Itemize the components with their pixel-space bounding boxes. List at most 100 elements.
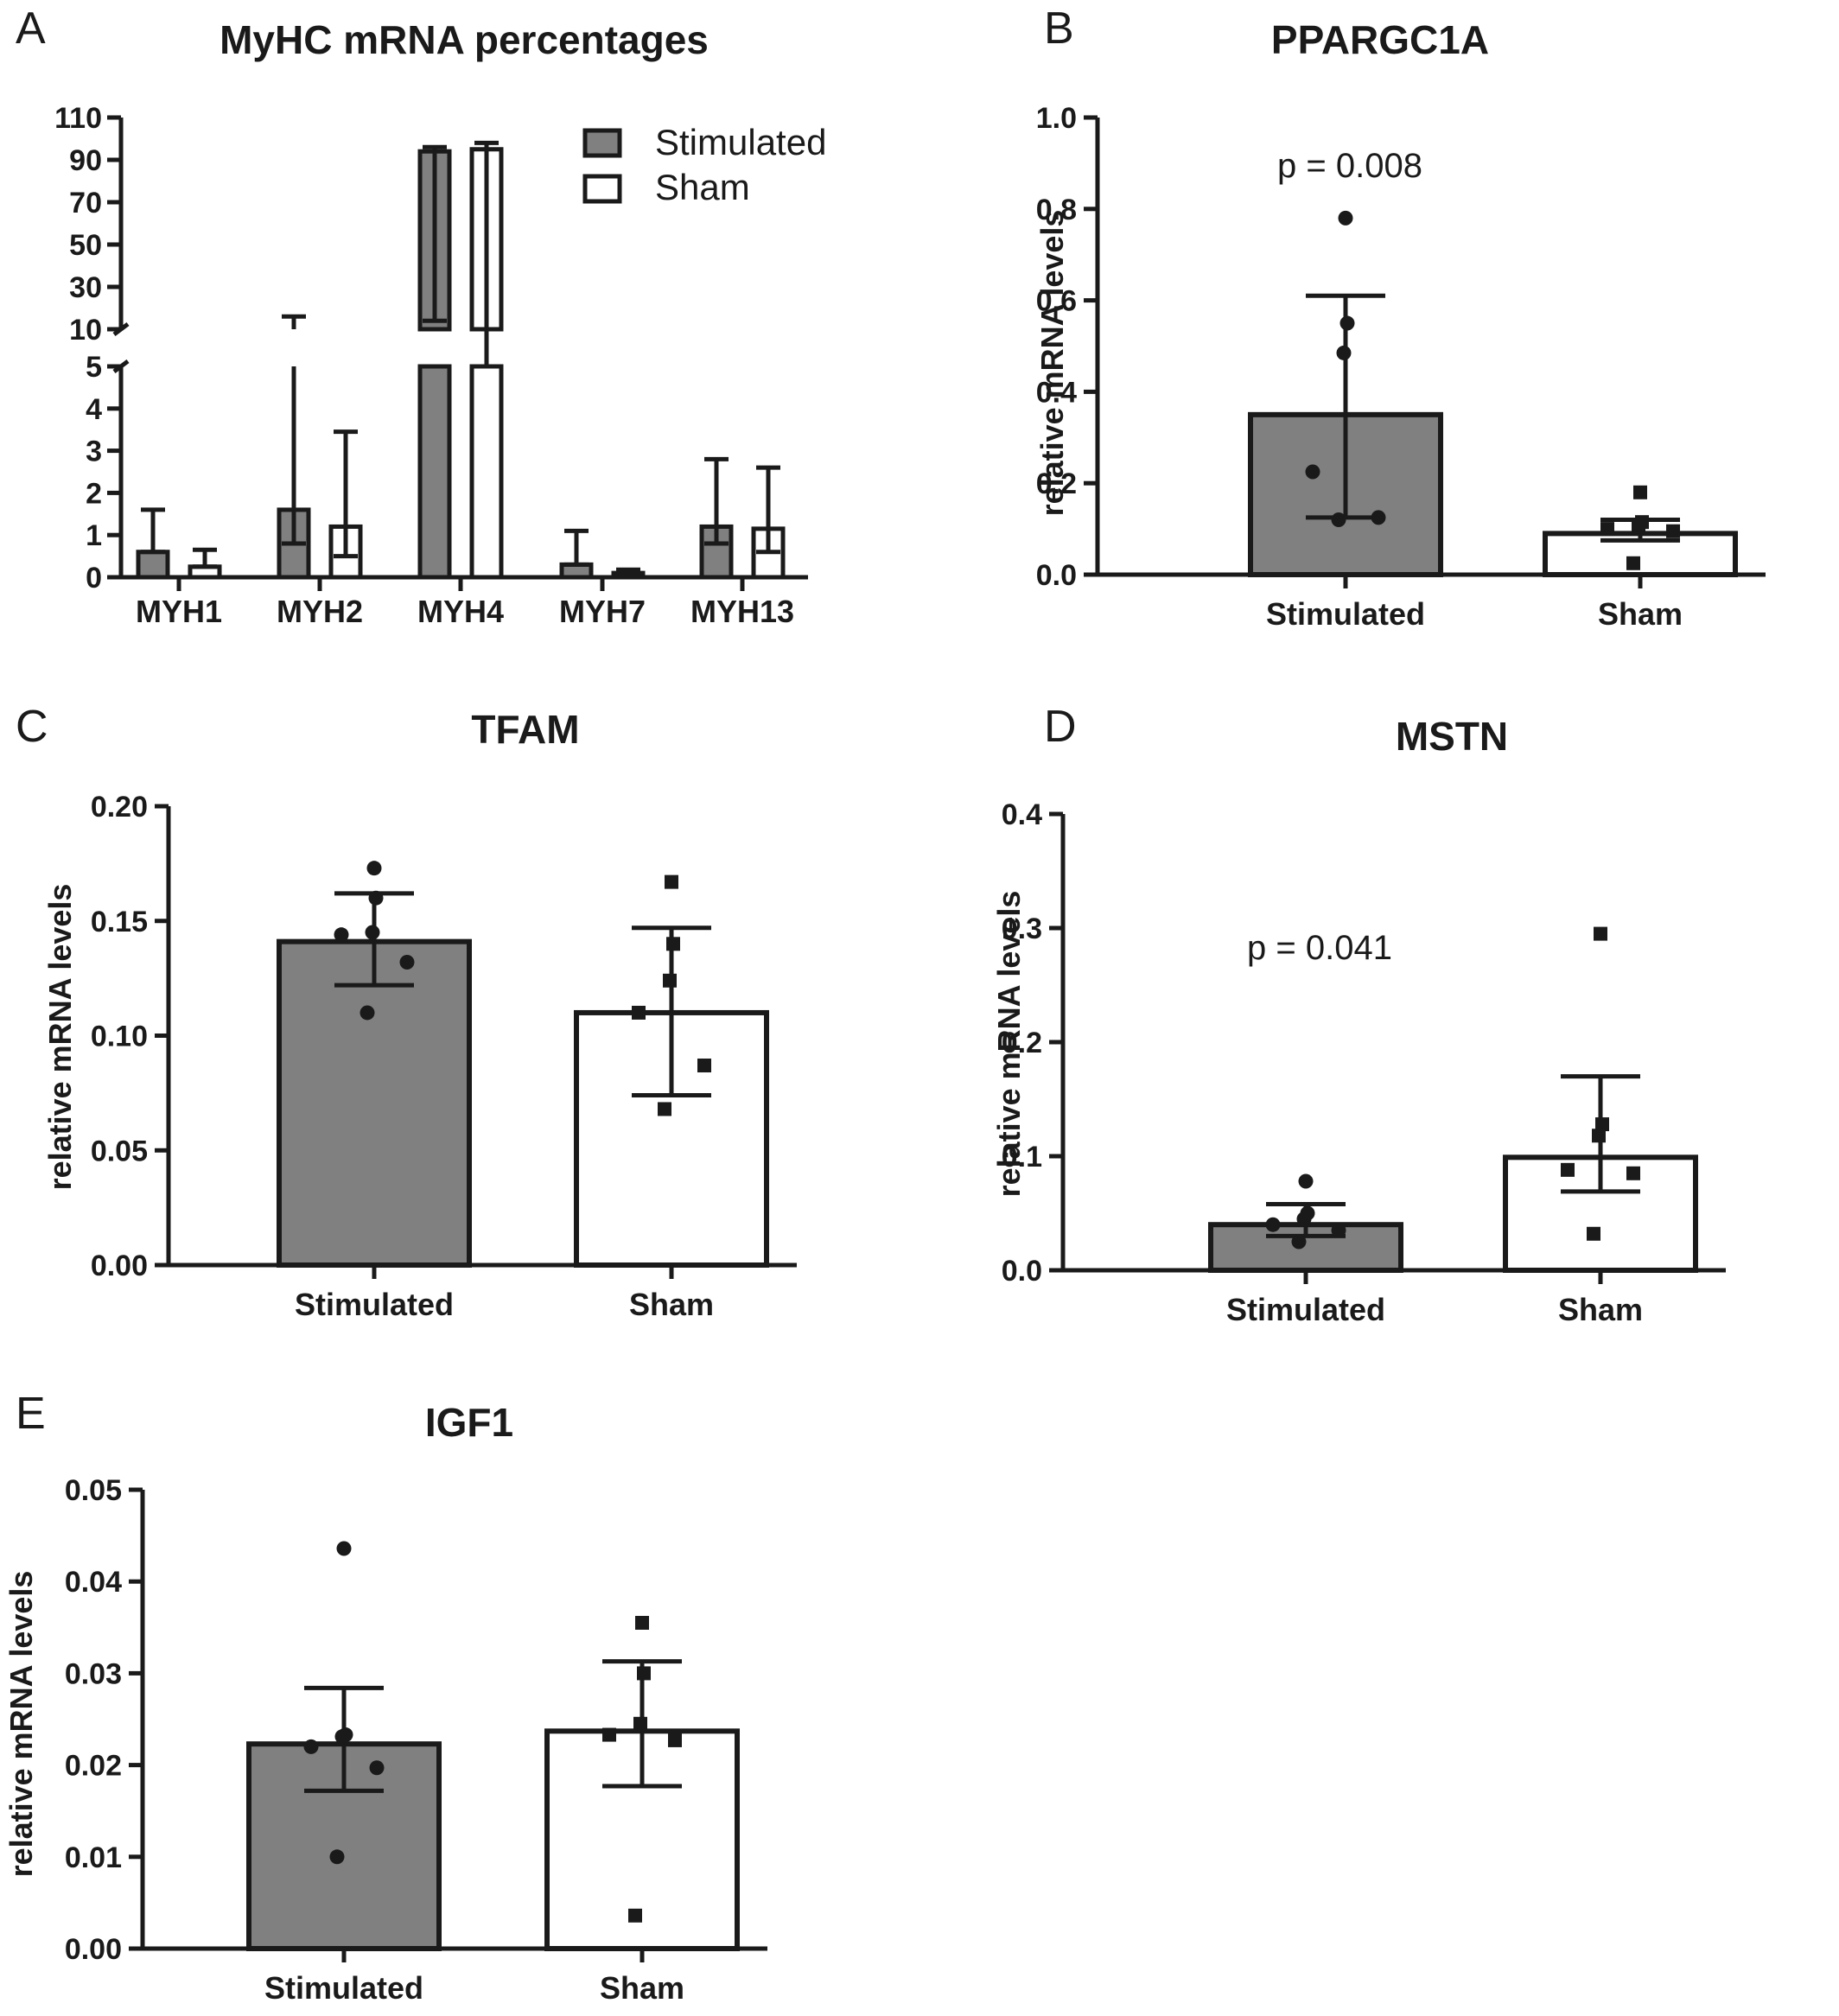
data-point	[1626, 556, 1640, 570]
data-point	[329, 1849, 345, 1865]
legend-label-sham: Sham	[655, 167, 750, 207]
x-category-label: Sham	[1558, 1292, 1643, 1327]
x-category-label: Stimulated	[1266, 596, 1425, 632]
data-point	[1296, 1212, 1312, 1227]
y-tick-label: 0.01	[65, 1841, 122, 1874]
data-point	[697, 1059, 711, 1073]
panel-letter-b: B	[1044, 3, 1074, 54]
panel-letter-c: C	[16, 702, 48, 752]
panel-a: A MyHC mRNA percentages 0 1 2 3 4 5 10 30 50 70 90…	[16, 3, 826, 629]
data-point	[1626, 1166, 1640, 1180]
y-tick-label: 0.3	[1002, 913, 1042, 945]
data-point	[1592, 1129, 1606, 1143]
data-point	[1338, 210, 1353, 226]
y-axis-title-d: relative mRNA levels	[991, 891, 1027, 1198]
data-point	[360, 1005, 375, 1021]
data-point	[632, 1005, 646, 1020]
data-point	[1371, 510, 1386, 525]
data-point	[334, 927, 349, 943]
y-tick-label: 50	[69, 229, 102, 262]
data-point	[1331, 1223, 1346, 1238]
plot-c: 0.00 0.05 0.10 0.15 0.20 Stimulated Sham	[91, 791, 797, 1322]
y-tick-label: 0.0	[1036, 559, 1077, 592]
y-tick-label: 0.2	[1036, 467, 1077, 500]
y-tick-label: 10	[69, 314, 102, 347]
data-point	[633, 1716, 647, 1731]
y-tick-label: 0.0	[1002, 1255, 1042, 1288]
bar	[277, 938, 472, 1269]
plot-d: 0.0 0.1 0.2 0.3 0.4 Stimulated Sham	[1002, 798, 1726, 1327]
panel-e: E IGF1 relative mRNA levels 0.00 0.01 0.02…	[3, 1389, 767, 2006]
p-value-b: p = 0.008	[1277, 147, 1422, 185]
data-point	[1594, 926, 1607, 941]
panel-letter-a: A	[16, 3, 46, 54]
y-tick-label: 1.0	[1036, 102, 1077, 135]
y-tick-label: 0.10	[91, 1021, 148, 1053]
x-category-label: MYH13	[690, 594, 794, 629]
y-tick-label: 0.1	[1002, 1141, 1042, 1173]
data-point	[1666, 524, 1680, 538]
x-category-label: MYH1	[136, 594, 222, 629]
data-point	[1336, 345, 1352, 360]
data-point	[1265, 1217, 1281, 1232]
data-point	[336, 1541, 352, 1556]
data-point	[1291, 1234, 1307, 1250]
data-point	[1600, 522, 1614, 537]
plot-b: 0.0 0.2 0.4 0.6 0.8 1.0 Stimulated Sham	[1036, 102, 1766, 632]
data-point	[369, 1760, 385, 1776]
chart-title-e: IGF1	[425, 1400, 513, 1445]
bar	[136, 550, 170, 580]
chart-title-d: MSTN	[1396, 714, 1508, 759]
data-point	[1561, 1162, 1575, 1177]
y-tick-label: 0.04	[65, 1566, 122, 1599]
legend-swatch-stimulated	[582, 128, 622, 158]
y-tick-label: 0.6	[1036, 285, 1077, 318]
data-point	[303, 1739, 319, 1754]
y-tick-label: 3	[86, 436, 102, 468]
x-category-label: Sham	[1598, 596, 1683, 632]
legend-a: Stimulated Sham	[582, 122, 826, 207]
chart-title-b: PPARGC1A	[1271, 17, 1489, 62]
x-category-label: Stimulated	[295, 1287, 454, 1322]
y-tick-label: 30	[69, 271, 102, 304]
bars-a	[136, 140, 786, 580]
y-tick-label: 0.02	[65, 1750, 122, 1783]
x-category-label: MYH7	[559, 594, 646, 629]
y-tick-label: 0.20	[91, 791, 148, 824]
y-tick-label: 0.2	[1002, 1027, 1042, 1059]
x-category-label: Stimulated	[264, 1970, 423, 2006]
data-point	[1298, 1173, 1314, 1189]
data-point	[365, 925, 380, 940]
data-point	[602, 1727, 616, 1742]
data-point	[666, 937, 680, 951]
data-point	[665, 874, 678, 889]
bar	[469, 364, 504, 580]
data-point	[1339, 315, 1355, 331]
y-tick-label: 0.15	[91, 906, 148, 938]
x-category-label: MYH2	[277, 594, 363, 629]
p-value-d: p = 0.041	[1247, 929, 1392, 967]
y-tick-label: 0.05	[65, 1474, 122, 1507]
data-point	[658, 1102, 671, 1116]
panel-c: C TFAM relative mRNA levels 0.00 0.05 0.10…	[16, 702, 797, 1322]
data-point	[1331, 512, 1346, 528]
plot-e: 0.00 0.01 0.02 0.03 0.04 0.05 Stimulated Sham	[65, 1474, 767, 2006]
y-axis-title-b: relative mRNA levels	[1034, 210, 1070, 517]
y-tick-label: 0.05	[91, 1135, 148, 1167]
x-category-label: Stimulated	[1226, 1292, 1385, 1327]
y-tick-label: 0.8	[1036, 194, 1077, 226]
data-point	[668, 1733, 682, 1747]
legend-swatch-sham	[582, 174, 622, 204]
y-tick-label: 70	[69, 187, 102, 219]
x-category-label: MYH4	[417, 594, 504, 629]
axes-a: 0 1 2 3 4 5 10 30 50 70 90 110 MYH1 MYH2 MYH4 MYH7 MYH13	[54, 102, 808, 629]
panel-letter-e: E	[16, 1389, 46, 1439]
panel-letter-d: D	[1044, 702, 1077, 752]
y-axis-title-c: relative mRNA levels	[42, 884, 78, 1191]
y-tick-label: 0.00	[65, 1933, 122, 1966]
data-point	[1632, 519, 1645, 534]
y-tick-label: 0	[86, 562, 102, 595]
legend-label-stimulated: Stimulated	[655, 122, 826, 162]
x-category-label: Sham	[600, 1970, 684, 2006]
